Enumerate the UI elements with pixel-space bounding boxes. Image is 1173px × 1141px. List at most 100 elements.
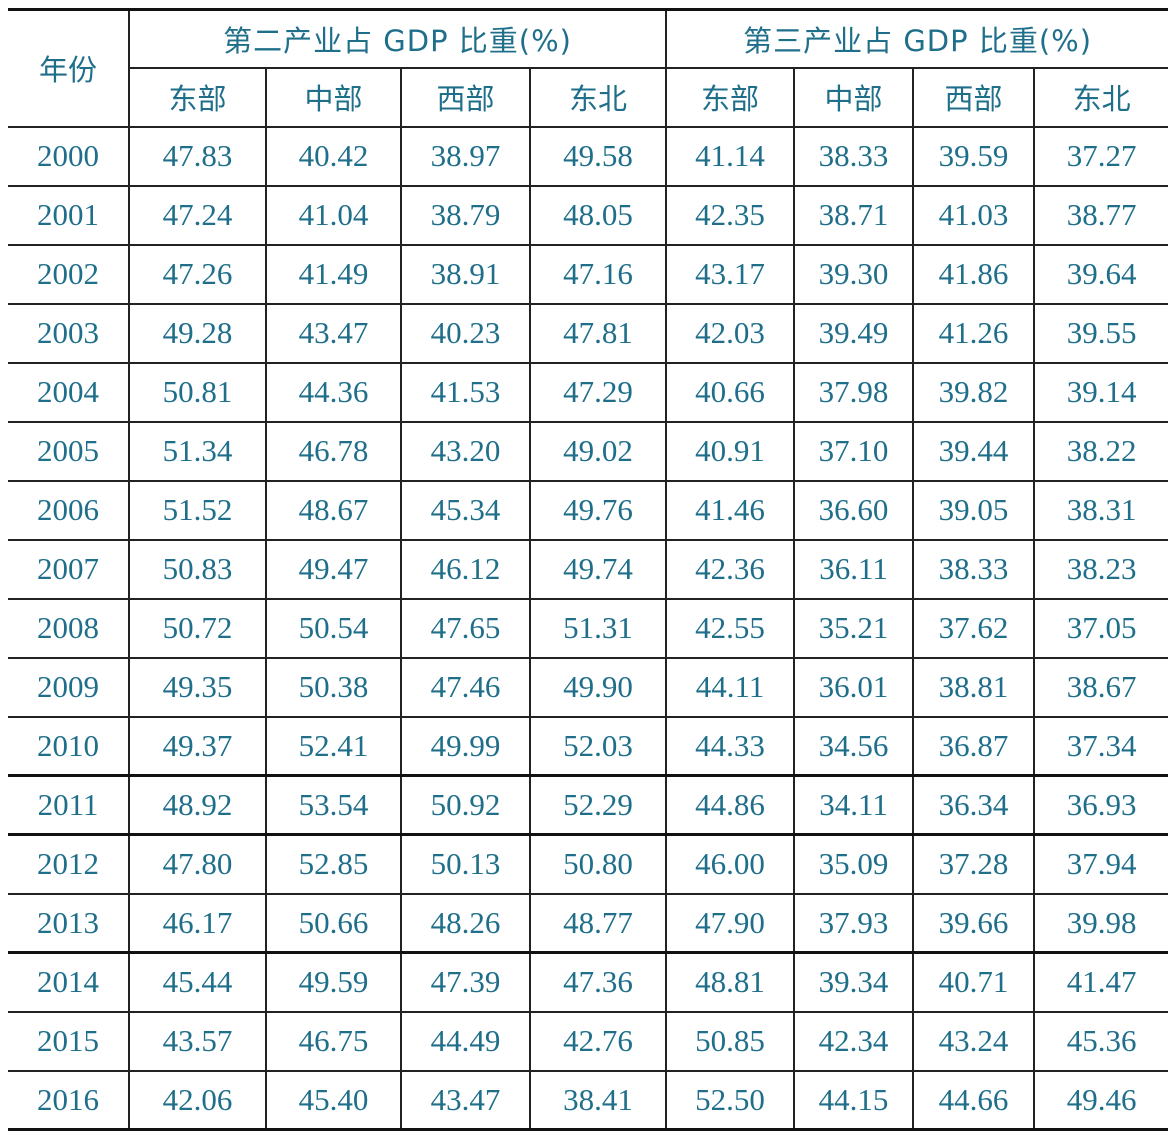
region-header-west: 西部: [912, 66, 1036, 128]
value-cell: 49.59: [265, 951, 402, 1013]
value-cell: 44.15: [793, 1069, 915, 1131]
year-cell: 2012: [8, 833, 130, 895]
value-cell: 52.85: [265, 833, 402, 895]
value-cell: 38.71: [793, 184, 915, 246]
value-cell: 40.91: [665, 420, 796, 482]
table-row: 2011 48.92 53.54 50.92 52.29 44.86 34.11 36.34 3…: [8, 774, 1169, 836]
year-cell: 2000: [8, 125, 130, 187]
value-cell: 47.36: [528, 951, 668, 1013]
value-cell: 50.83: [128, 538, 267, 600]
value-cell: 45.34: [400, 479, 531, 541]
value-cell: 43.17: [665, 243, 796, 305]
value-cell: 49.74: [528, 538, 668, 600]
value-cell: 48.05: [528, 184, 668, 246]
table-row: 2006 51.52 48.67 45.34 49.76 41.46 36.60 39.05 3…: [8, 479, 1169, 541]
value-cell: 39.14: [1033, 361, 1169, 423]
value-cell: 50.72: [128, 597, 267, 659]
value-cell: 41.46: [665, 479, 796, 541]
value-cell: 47.80: [128, 833, 267, 895]
table-row: 2004 50.81 44.36 41.53 47.29 40.66 37.98 39.82 3…: [8, 361, 1169, 423]
value-cell: 42.36: [665, 538, 796, 600]
table-row: 2009 49.35 50.38 47.46 49.90 44.11 36.01 38.81 3…: [8, 656, 1169, 718]
value-cell: 37.05: [1033, 597, 1169, 659]
value-cell: 38.81: [912, 656, 1036, 718]
value-cell: 44.11: [665, 656, 796, 718]
table-body: 2000 47.83 40.42 38.97 49.58 41.14 38.33 39.59 3…: [8, 125, 1169, 1131]
region-header-central: 中部: [265, 66, 402, 128]
region-header-northeast: 东北: [1033, 66, 1169, 128]
value-cell: 50.13: [400, 833, 531, 895]
year-cell: 2004: [8, 361, 130, 423]
value-cell: 49.35: [128, 656, 267, 718]
table-row: 2015 43.57 46.75 44.49 42.76 50.85 42.34 43.24 4…: [8, 1010, 1169, 1072]
table-row: 2002 47.26 41.49 38.91 47.16 43.17 39.30 41.86 3…: [8, 243, 1169, 305]
value-cell: 41.86: [912, 243, 1036, 305]
value-cell: 47.26: [128, 243, 267, 305]
value-cell: 51.52: [128, 479, 267, 541]
value-cell: 51.31: [528, 597, 668, 659]
value-cell: 38.22: [1033, 420, 1169, 482]
value-cell: 50.81: [128, 361, 267, 423]
region-header-east: 东部: [129, 66, 267, 128]
value-cell: 52.50: [665, 1069, 796, 1131]
value-cell: 52.41: [265, 715, 402, 777]
table-row: 2012 47.80 52.85 50.13 50.80 46.00 35.09 37.28 3…: [8, 833, 1169, 895]
value-cell: 38.77: [1033, 184, 1169, 246]
value-cell: 49.28: [128, 302, 267, 364]
value-cell: 50.38: [265, 656, 402, 718]
value-cell: 47.29: [528, 361, 668, 423]
value-cell: 37.62: [912, 597, 1036, 659]
value-cell: 37.34: [1033, 715, 1169, 777]
value-cell: 47.81: [528, 302, 668, 364]
value-cell: 49.37: [128, 715, 267, 777]
value-cell: 41.03: [912, 184, 1036, 246]
year-cell: 2001: [8, 184, 130, 246]
value-cell: 46.78: [265, 420, 402, 482]
value-cell: 42.35: [665, 184, 796, 246]
year-cell: 2015: [8, 1010, 130, 1072]
value-cell: 37.28: [912, 833, 1036, 895]
value-cell: 44.66: [912, 1069, 1036, 1131]
header-row-regions: 东部 中部 西部 东北 东部 中部 西部 东北: [8, 66, 1169, 128]
value-cell: 38.33: [793, 125, 915, 187]
value-cell: 47.83: [128, 125, 267, 187]
value-cell: 46.12: [400, 538, 531, 600]
region-header-east: 东部: [665, 66, 796, 128]
value-cell: 49.47: [265, 538, 402, 600]
value-cell: 45.40: [265, 1069, 402, 1131]
region-header-northeast: 东北: [528, 66, 668, 128]
value-cell: 38.41: [528, 1069, 668, 1131]
value-cell: 48.77: [528, 892, 668, 954]
table-header: 年份 第二产业占 GDP 比重(%) 第三产业占 GDP 比重(%) 东部 中部…: [8, 8, 1169, 128]
value-cell: 36.93: [1033, 774, 1169, 836]
value-cell: 39.49: [793, 302, 915, 364]
value-cell: 47.39: [400, 951, 531, 1013]
value-cell: 42.76: [528, 1010, 668, 1072]
table-row: 2005 51.34 46.78 43.20 49.02 40.91 37.10 39.44 3…: [8, 420, 1169, 482]
value-cell: 39.59: [912, 125, 1036, 187]
year-cell: 2009: [8, 656, 130, 718]
value-cell: 39.64: [1033, 243, 1169, 305]
value-cell: 40.71: [912, 951, 1036, 1013]
value-cell: 36.60: [793, 479, 915, 541]
value-cell: 43.20: [400, 420, 531, 482]
year-cell: 2003: [8, 302, 130, 364]
year-cell: 2002: [8, 243, 130, 305]
value-cell: 39.44: [912, 420, 1036, 482]
value-cell: 44.86: [665, 774, 796, 836]
year-cell: 2011: [8, 774, 130, 836]
value-cell: 50.54: [265, 597, 402, 659]
value-cell: 41.14: [665, 125, 796, 187]
value-cell: 43.47: [400, 1069, 531, 1131]
header-row-groups: 年份 第二产业占 GDP 比重(%) 第三产业占 GDP 比重(%): [8, 8, 1169, 128]
value-cell: 49.76: [528, 479, 668, 541]
value-cell: 45.36: [1033, 1010, 1169, 1072]
value-cell: 41.04: [265, 184, 402, 246]
value-cell: 40.66: [665, 361, 796, 423]
value-cell: 42.34: [793, 1010, 915, 1072]
value-cell: 50.85: [665, 1010, 796, 1072]
value-cell: 47.24: [128, 184, 267, 246]
value-cell: 49.46: [1033, 1069, 1169, 1131]
value-cell: 45.44: [128, 951, 267, 1013]
value-cell: 39.34: [793, 951, 915, 1013]
